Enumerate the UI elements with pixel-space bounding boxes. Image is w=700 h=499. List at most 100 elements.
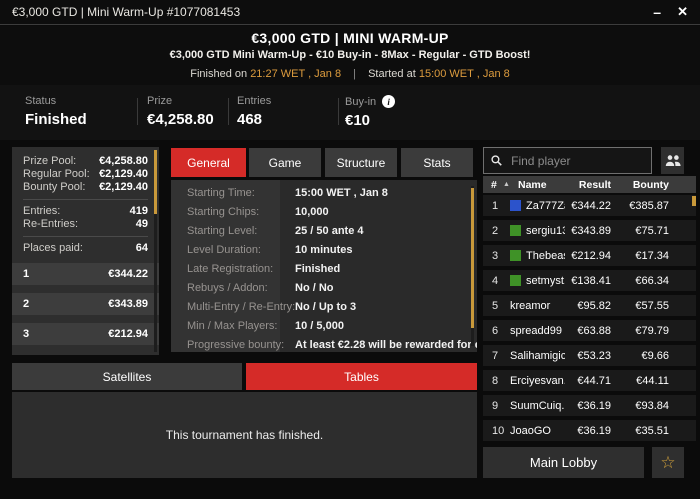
entries-label: Entries [237,95,272,107]
info-value: 10,000 [295,205,329,218]
tab-general[interactable]: General [171,148,246,177]
player-name: Thebeas... [526,249,565,262]
payout-place: 2 [23,298,30,310]
time-separator: | [353,68,357,80]
bounty-pool-value: €2,129.40 [99,181,148,193]
main-lobby-button[interactable]: Main Lobby [483,447,644,478]
table-row[interactable]: 10 JoaoGO €36.19 €35.51 [483,420,696,441]
player-name: JoaoGO [510,424,551,437]
scrollbar-thumb[interactable] [471,188,474,328]
player-name: SuumCuiq... [510,399,565,412]
finished-label: Finished on [190,68,248,80]
info-label: Level Duration: [187,243,261,256]
info-row: Late Registration: Finished [171,259,477,278]
payout-row: 2 €343.89 [12,293,159,315]
info-row: Rebuys / Addon: No / No [171,278,477,297]
player-flag-icon [510,225,521,236]
bounty-pool-label: Bounty Pool: [23,181,86,193]
player-result: €63.88 [577,324,611,337]
title-bar: €3,000 GTD | Mini Warm-Up #1077081453 – … [0,0,700,25]
divider [338,98,339,125]
places-paid-row: Places paid: 64 [12,242,159,255]
table-row[interactable]: 9 SuumCuiq... €36.19 €93.84 [483,395,696,416]
prize-pool-row: Prize Pool: €4,258.80 [12,155,159,168]
table-row[interactable]: 2 sergiu13... €343.89 €75.71 [483,220,696,241]
player-bounty: €35.51 [635,424,669,437]
divider [23,236,148,237]
people-icon [665,154,681,166]
tournament-header: €3,000 GTD | MINI WARM-UP €3,000 GTD Min… [0,26,700,85]
prize-pool-value: €4,258.80 [99,155,148,167]
players-table-header[interactable]: # ▲ Name Result Bounty [483,176,696,193]
player-result: €36.19 [577,399,611,412]
player-bounty: €79.79 [635,324,669,337]
player-bounty: €44.11 [636,374,669,387]
player-result: €344.22 [571,199,611,212]
players-list-button[interactable] [661,147,684,174]
payout-amount: €344.22 [108,268,148,280]
player-bounty: €57.55 [635,299,669,312]
prize-group: Prize €4,258.80 [147,95,214,128]
payout-place: 1 [23,268,30,280]
payout-row: 1 €344.22 [12,263,159,285]
player-name: sergiu13... [526,224,565,237]
tables-tab[interactable]: Tables [246,363,477,390]
info-label: Progressive bounty: [187,338,285,351]
tournament-times: Finished on 21:27 WET , Jan 8 | Started … [0,68,700,80]
player-bounty: €75.71 [635,224,669,237]
entries-row: Entries: 419 [12,205,159,218]
tab-game[interactable]: Game [249,148,321,177]
scrollbar-thumb[interactable] [692,196,696,206]
player-name: Erciyesvan... [510,374,565,387]
table-row[interactable]: 4 setmyst... €138.41 €66.34 [483,270,696,291]
favorite-button[interactable]: ☆ [652,447,684,478]
sort-asc-icon[interactable]: ▲ [503,181,510,188]
info-row: Starting Chips: 10,000 [171,202,477,221]
info-row: Progressive bounty: At least €2.28 will … [171,335,477,352]
tab-structure[interactable]: Structure [325,148,397,177]
tab-stats[interactable]: Stats [401,148,473,177]
places-paid-value: 64 [135,242,148,254]
player-rank: 7 [492,349,499,362]
window-title: €3,000 GTD | Mini Warm-Up #1077081453 [12,5,241,19]
minimize-button[interactable]: – [653,4,662,20]
entries-value: 419 [129,205,148,217]
bounty-column-header[interactable]: Bounty [632,178,669,191]
tournament-subtitle: €3,000 GTD Mini Warm-Up - €10 Buy-in - 8… [169,49,531,61]
search-input[interactable] [509,152,644,169]
info-icon[interactable]: i [382,95,396,108]
name-column-header[interactable]: Name [518,178,547,191]
player-result: €138.41 [571,274,611,287]
status-label: Status [25,95,57,107]
player-name: spreadd99 [510,324,562,337]
result-column-header[interactable]: Result [578,178,611,191]
places-paid-label: Places paid: [23,242,83,254]
table-row[interactable]: 5 kreamor €95.82 €57.55 [483,295,696,316]
prize-pool-panel: Prize Pool: €4,258.80 Regular Pool: €2,1… [12,147,159,355]
table-row[interactable]: 8 Erciyesvan... €44.71 €44.11 [483,370,696,391]
scrollbar-thumb[interactable] [154,150,157,214]
player-rank: 10 [492,424,505,437]
info-row: Starting Time: 15:00 WET , Jan 8 [171,183,477,202]
buyin-value: €10 [345,112,371,129]
table-row[interactable]: 7 Salihamigich €53.23 €9.66 [483,345,696,366]
satellites-tab[interactable]: Satellites [12,363,242,390]
table-row[interactable]: 1 Za777Za €344.22 €385.87 [483,195,696,216]
player-search-box [483,147,652,174]
info-label: Multi-Entry / Re-Entry: [187,300,296,313]
info-label: Min / Max Players: [187,319,278,332]
player-rank: 1 [492,199,499,212]
table-row[interactable]: 6 spreadd99 €63.88 €79.79 [483,320,696,341]
status-bar: Status Finished Prize €4,258.80 Entries … [0,85,700,140]
payout-amount: €343.89 [108,298,148,310]
info-value: No / No [295,281,334,294]
table-row[interactable]: 3 Thebeas... €212.94 €17.34 [483,245,696,266]
close-button[interactable]: ✕ [677,4,688,19]
info-value: 10 / 5,000 [295,319,344,332]
regular-pool-row: Regular Pool: €2,129.40 [12,168,159,181]
entries-value: 468 [237,111,263,128]
payout-amount: €212.94 [108,328,148,340]
entries-label: Entries: [23,205,61,217]
player-result: €95.82 [577,299,611,312]
rank-column-header[interactable]: # [491,178,497,191]
